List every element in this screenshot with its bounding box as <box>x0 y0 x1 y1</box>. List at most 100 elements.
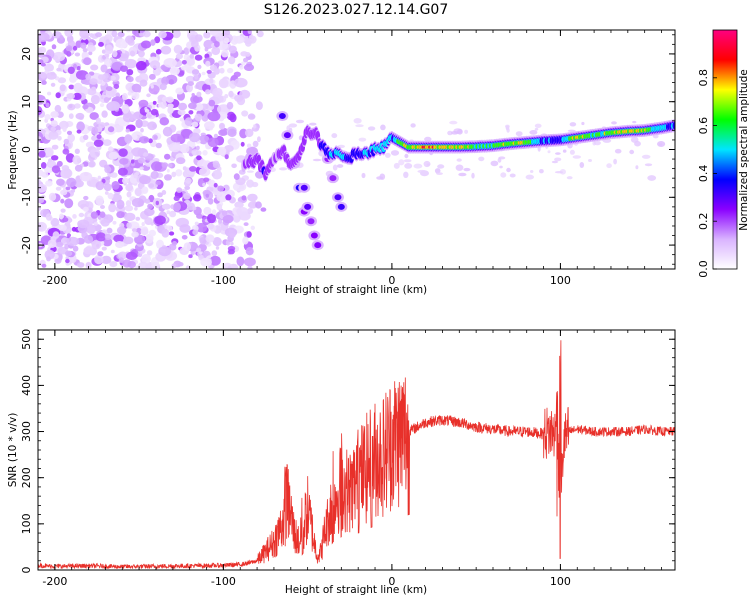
noise-blob <box>134 207 138 211</box>
noise-blob <box>140 40 152 49</box>
noise-blob <box>131 231 139 238</box>
noise-blob <box>141 254 151 264</box>
noise-blob <box>66 236 80 246</box>
noise-blob <box>115 241 125 248</box>
noise-blob <box>239 64 244 70</box>
noise-blob <box>98 122 106 129</box>
noise-blob <box>139 32 145 37</box>
fringe-blob <box>295 119 305 124</box>
noise-blob <box>157 192 163 198</box>
noise-blob <box>66 130 73 135</box>
noise-blob <box>73 103 81 109</box>
noise-blob <box>211 209 217 215</box>
noise-blob <box>204 89 211 95</box>
noise-blob <box>95 195 104 206</box>
noise-blob <box>79 30 90 39</box>
noise-blob <box>116 199 125 210</box>
noise-blob <box>134 188 142 197</box>
snr-panel: -200 -100 0 100 0 100 200 300 400 500 Height of … <box>7 329 676 596</box>
noise-blob <box>73 82 83 93</box>
fringe-blob <box>498 156 506 160</box>
noise-blob <box>236 256 245 267</box>
fringe-blob <box>530 170 534 173</box>
noise-blob <box>140 228 149 236</box>
fringe-blob <box>478 156 485 162</box>
noise-blob <box>180 65 188 71</box>
noise-blob <box>102 139 112 147</box>
noise-blob <box>175 53 183 60</box>
fringe-blob <box>449 120 458 125</box>
colorbar-tick-label: 0.8 <box>697 69 710 87</box>
noise-blob <box>209 78 214 84</box>
spectrogram-x-ticks: -200 -100 0 100 <box>37 30 662 287</box>
fringe-blob <box>579 162 585 168</box>
fringe-blob <box>505 124 510 129</box>
noise-blob <box>197 159 208 169</box>
noise-blob <box>56 178 65 186</box>
noise-blob <box>48 192 57 201</box>
noise-blob <box>228 90 234 98</box>
noise-blob <box>211 46 221 56</box>
noise-blob <box>104 53 110 58</box>
noise-blob <box>45 180 53 187</box>
noise-blob <box>108 203 117 213</box>
noise-blob <box>64 198 74 209</box>
noise-blob <box>124 58 137 69</box>
noise-blob <box>183 192 191 200</box>
noise-blob <box>147 114 152 118</box>
noise-blob <box>186 77 192 82</box>
fringe-blob <box>457 129 463 135</box>
colorbar-tick-label: 0.4 <box>697 165 710 183</box>
fringe-blob <box>309 122 317 126</box>
noise-blob <box>217 146 227 156</box>
noise-blob <box>196 213 203 219</box>
spectrogram-y-tick-label: 0 <box>20 146 33 153</box>
noise-blob <box>104 58 113 68</box>
noise-blob <box>150 221 154 226</box>
noise-blob <box>186 58 196 66</box>
noise-blob <box>121 104 130 114</box>
noise-blob <box>64 30 74 37</box>
noise-blob <box>38 178 41 184</box>
noise-blob <box>203 206 212 215</box>
noise-blob <box>212 87 223 98</box>
noise-blob <box>38 150 46 158</box>
noise-blob <box>104 44 114 55</box>
noise-blob <box>45 147 54 158</box>
noise-blob <box>90 64 99 71</box>
colorbar-tick-label: 0.0 <box>697 260 710 278</box>
noise-blob <box>125 183 134 192</box>
noise-blob <box>38 221 47 232</box>
noise-blob <box>209 64 218 72</box>
fringe-blob <box>547 150 551 154</box>
noise-blob <box>243 257 256 267</box>
noise-blob <box>126 69 134 76</box>
noise-blob <box>236 206 249 217</box>
noise-blob <box>218 129 228 136</box>
noise-blob <box>246 179 255 188</box>
noise-blob <box>50 218 60 227</box>
noise-blob <box>177 262 184 267</box>
noise-blob <box>85 141 95 148</box>
fringe-blob <box>456 158 462 162</box>
noise-blob <box>40 62 46 67</box>
noise-blob <box>170 133 183 143</box>
noise-blob <box>103 97 110 103</box>
noise-blob <box>185 265 190 269</box>
noise-blob <box>80 42 87 49</box>
noise-blob <box>66 233 71 238</box>
snr-y-ticks: 0 100 200 300 400 500 <box>20 329 675 574</box>
noise-blob <box>60 168 73 179</box>
noise-blob <box>138 99 149 108</box>
noise-blob <box>120 65 128 72</box>
noise-blob <box>104 191 109 195</box>
noise-blob <box>224 154 229 160</box>
noise-blob <box>171 241 178 246</box>
noise-blob <box>233 173 240 181</box>
noise-blob <box>205 234 215 243</box>
noise-blob <box>241 195 247 201</box>
noise-blob <box>158 30 167 39</box>
noise-blob <box>204 47 209 52</box>
noise-blob <box>247 193 258 202</box>
noise-blob <box>151 161 163 172</box>
